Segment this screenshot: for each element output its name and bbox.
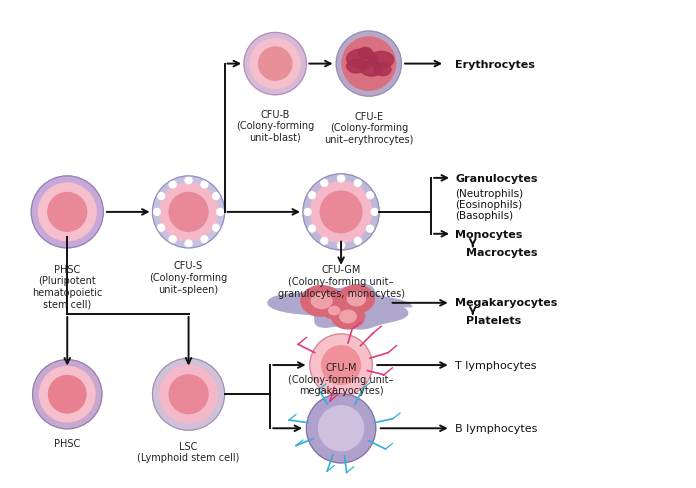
Ellipse shape — [336, 32, 402, 97]
Ellipse shape — [306, 394, 376, 463]
Text: LSC
(Lymphoid stem cell): LSC (Lymphoid stem cell) — [137, 441, 239, 462]
Polygon shape — [268, 285, 412, 329]
Ellipse shape — [212, 193, 219, 200]
Ellipse shape — [38, 183, 96, 241]
Ellipse shape — [157, 193, 164, 200]
Ellipse shape — [321, 180, 328, 187]
Ellipse shape — [331, 305, 365, 329]
Ellipse shape — [48, 193, 87, 232]
Ellipse shape — [323, 303, 345, 319]
Text: (Basophils): (Basophils) — [455, 211, 514, 221]
Ellipse shape — [157, 225, 164, 232]
Ellipse shape — [310, 182, 372, 243]
Ellipse shape — [159, 366, 217, 423]
Text: CFU-M
(Colony-forming unit–
megakaryocytes): CFU-M (Colony-forming unit– megakaryocyt… — [288, 362, 394, 395]
Ellipse shape — [354, 238, 361, 245]
Ellipse shape — [308, 192, 315, 199]
Ellipse shape — [169, 236, 176, 244]
Ellipse shape — [342, 38, 395, 91]
Ellipse shape — [338, 176, 345, 183]
Ellipse shape — [169, 193, 208, 232]
Ellipse shape — [301, 286, 342, 316]
Text: B lymphocytes: B lymphocytes — [455, 424, 538, 433]
Ellipse shape — [185, 178, 192, 184]
Ellipse shape — [367, 226, 374, 233]
Ellipse shape — [321, 238, 328, 245]
Ellipse shape — [31, 177, 103, 248]
Ellipse shape — [169, 375, 208, 414]
Text: CFU-E
(Colony-forming
unit–erythrocytes): CFU-E (Colony-forming unit–erythrocytes) — [324, 111, 413, 144]
Text: T lymphocytes: T lymphocytes — [455, 360, 537, 370]
Ellipse shape — [308, 226, 315, 233]
Ellipse shape — [251, 40, 300, 89]
Ellipse shape — [244, 33, 306, 96]
Ellipse shape — [153, 209, 160, 216]
Ellipse shape — [201, 182, 208, 188]
Text: PHSC
(Pluripotent
hematopoietic
stem cell): PHSC (Pluripotent hematopoietic stem cel… — [32, 264, 102, 309]
Ellipse shape — [304, 209, 311, 216]
Text: (Neutrophils): (Neutrophils) — [455, 188, 523, 199]
Ellipse shape — [320, 192, 362, 233]
Text: CFU-S
(Colony-forming
unit–spleen): CFU-S (Colony-forming unit–spleen) — [150, 261, 228, 294]
Text: Macrocytes: Macrocytes — [466, 247, 537, 257]
Ellipse shape — [354, 180, 361, 187]
Ellipse shape — [347, 292, 365, 306]
Text: (Eosinophils): (Eosinophils) — [455, 200, 523, 210]
Ellipse shape — [212, 225, 219, 232]
Ellipse shape — [329, 307, 340, 315]
Text: CFU-GM
(Colony-forming unit–
granulocytes, monocytes): CFU-GM (Colony-forming unit– granulocyte… — [278, 265, 404, 298]
Ellipse shape — [169, 182, 176, 188]
Text: PHSC: PHSC — [54, 438, 80, 448]
Ellipse shape — [338, 285, 374, 313]
Ellipse shape — [152, 177, 225, 248]
Ellipse shape — [310, 334, 372, 396]
Ellipse shape — [152, 359, 225, 430]
Ellipse shape — [371, 209, 378, 216]
Ellipse shape — [340, 310, 356, 323]
Ellipse shape — [259, 48, 292, 81]
Ellipse shape — [319, 406, 363, 451]
Text: Megakaryocytes: Megakaryocytes — [455, 297, 557, 307]
Ellipse shape — [367, 192, 374, 199]
Ellipse shape — [369, 52, 394, 69]
Text: Platelets: Platelets — [466, 316, 521, 325]
Ellipse shape — [303, 175, 379, 250]
Ellipse shape — [374, 64, 391, 77]
Ellipse shape — [311, 294, 332, 309]
Ellipse shape — [33, 360, 102, 429]
Text: CFU-B
(Colony-forming
unit–blast): CFU-B (Colony-forming unit–blast) — [236, 109, 315, 142]
Ellipse shape — [49, 376, 86, 413]
Ellipse shape — [201, 236, 208, 244]
Ellipse shape — [40, 367, 95, 422]
Ellipse shape — [361, 61, 383, 77]
Text: Erythrocytes: Erythrocytes — [455, 60, 535, 69]
Ellipse shape — [185, 241, 192, 247]
Ellipse shape — [347, 60, 366, 74]
Ellipse shape — [322, 346, 361, 385]
Text: Granulocytes: Granulocytes — [455, 174, 538, 183]
Text: Monocytes: Monocytes — [455, 229, 523, 239]
Ellipse shape — [217, 209, 223, 216]
Ellipse shape — [159, 183, 217, 241]
Ellipse shape — [358, 48, 372, 60]
Ellipse shape — [338, 243, 345, 249]
Ellipse shape — [347, 50, 377, 69]
